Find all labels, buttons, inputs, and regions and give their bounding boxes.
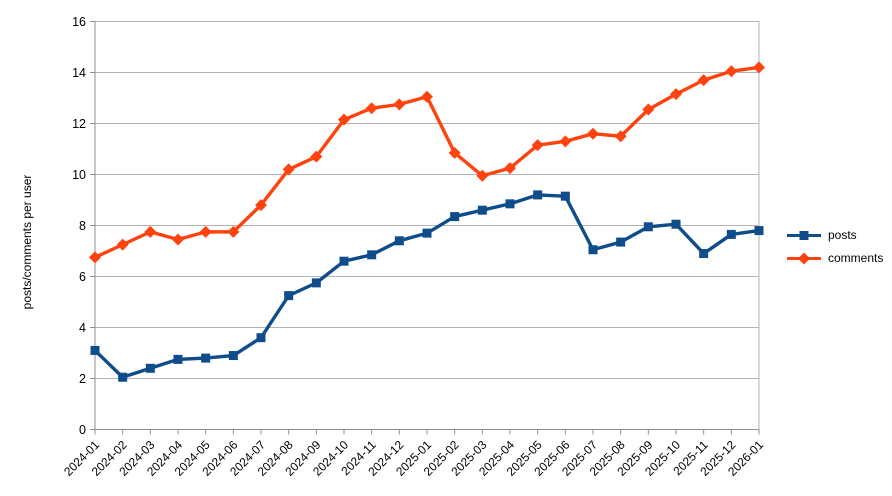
series-comments-marker (476, 169, 489, 182)
series-comments-marker (448, 146, 461, 159)
legend-label-posts: posts (828, 228, 857, 242)
series-posts-marker (284, 291, 294, 301)
series-comments-marker (559, 135, 572, 148)
series-comments-marker (421, 90, 433, 103)
y-tick-label: 2 (79, 372, 86, 386)
y-tick-label: 4 (79, 321, 86, 335)
series-comments-marker (614, 130, 627, 143)
series-comments-marker (172, 233, 184, 246)
series-comments-marker (116, 238, 129, 251)
series-posts-marker (560, 191, 570, 201)
series-posts-marker (588, 245, 598, 255)
y-axis-title: posts/comments per user (20, 174, 34, 310)
series-comments-marker (642, 103, 655, 116)
series-comments-marker (255, 199, 267, 212)
series-posts-marker (145, 363, 155, 373)
series-posts-line (93, 193, 761, 379)
series-posts-marker (643, 222, 653, 232)
series-posts-marker (228, 351, 238, 361)
series-posts-marker (367, 250, 377, 260)
y-tick-label: 16 (72, 15, 86, 29)
series-comments-marker (144, 225, 157, 238)
series-comments-marker (670, 88, 682, 101)
series-posts-marker (173, 354, 183, 364)
series-posts-marker (394, 236, 404, 246)
legend-item-comments: comments (786, 251, 883, 265)
series-posts-marker (311, 278, 321, 288)
series-comments-marker (89, 251, 101, 264)
y-tick-label: 0 (79, 423, 86, 437)
y-tick-label: 6 (79, 270, 86, 284)
series-posts-marker (90, 345, 100, 355)
series-comments-marker (531, 139, 544, 152)
y-tick-label: 14 (72, 66, 86, 80)
series-posts-marker (118, 372, 128, 382)
series-posts-marker (505, 199, 515, 209)
series-posts-marker (754, 226, 764, 236)
series-comments-marker (587, 127, 599, 140)
legend-label-comments: comments (828, 251, 884, 265)
series-posts-marker (533, 190, 543, 200)
legend: posts comments (786, 228, 883, 265)
series-comments-marker (282, 163, 295, 176)
series-posts-marker (616, 237, 626, 247)
series-posts-marker (422, 228, 432, 238)
series-comments-marker (393, 98, 406, 111)
series-comments-marker (199, 225, 212, 238)
series-comments-marker (338, 113, 350, 126)
series-comments-marker (753, 61, 765, 74)
series-comments-marker (725, 65, 738, 78)
series-posts-marker (671, 219, 681, 229)
series-posts-marker (339, 256, 349, 266)
comments-marker-icon (787, 252, 821, 264)
legend-item-posts: posts (786, 228, 883, 242)
series-comments-marker (227, 225, 240, 238)
series-posts-marker (726, 229, 736, 239)
series-posts-marker (201, 353, 211, 363)
series-comments-marker (365, 102, 378, 115)
y-tick-label: 10 (72, 168, 86, 182)
series-comments-marker (310, 150, 323, 163)
posts-marker-icon (787, 230, 821, 240)
series-posts-marker (256, 333, 266, 343)
y-tick-label: 8 (79, 219, 86, 233)
series-comments-marker (697, 74, 710, 87)
series-posts-marker (450, 212, 460, 222)
series-comments-marker (504, 162, 516, 175)
series-posts-marker (699, 249, 709, 259)
series-posts-marker (477, 205, 487, 215)
y-tick-label: 12 (72, 117, 86, 131)
